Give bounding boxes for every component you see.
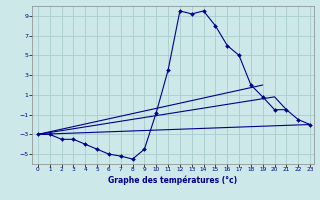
X-axis label: Graphe des températures (°c): Graphe des températures (°c)	[108, 175, 237, 185]
